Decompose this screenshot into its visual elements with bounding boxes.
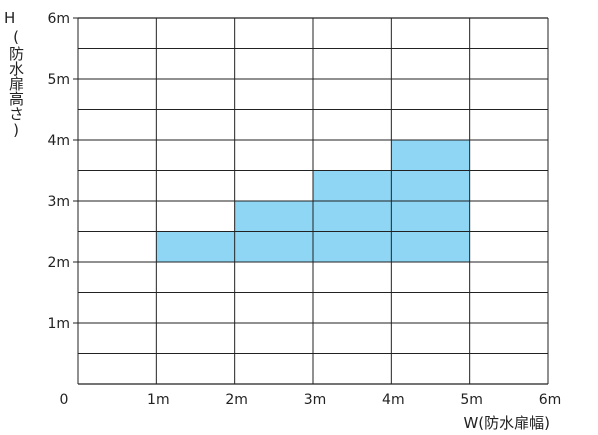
x-tick-label-2: 2m <box>225 392 248 408</box>
grid-lines <box>73 17 549 385</box>
y-tick-label-3: 3m <box>47 194 70 210</box>
y-tick-label-1: 1m <box>47 316 70 332</box>
x-tick-label-6: 6m <box>539 392 562 408</box>
x-tick-label-1: 1m <box>147 392 170 408</box>
region-1 <box>156 231 235 262</box>
x-tick-label-4: 4m <box>382 392 405 408</box>
x-tick-label-3: 3m <box>304 392 327 408</box>
y-axis-title: (防水扉高さ) <box>7 28 25 139</box>
y-tick-label-4: 4m <box>47 133 70 149</box>
y-axis-letter: H <box>4 9 16 27</box>
x-tick-labels: 1m 2m 3m 4m 5m 6m <box>147 392 561 408</box>
region-3 <box>313 170 392 262</box>
origin-label: 0 <box>60 392 69 408</box>
x-axis-title: W(防水扉幅) <box>463 414 550 432</box>
y-tick-label-2: 2m <box>47 255 70 271</box>
y-tick-label-5: 5m <box>47 72 70 88</box>
x-tick-label-5: 5m <box>460 392 483 408</box>
y-tick-label-6: 6m <box>47 11 70 27</box>
y-tick-labels: 1m 2m 3m 4m 5m 6m <box>47 11 70 332</box>
